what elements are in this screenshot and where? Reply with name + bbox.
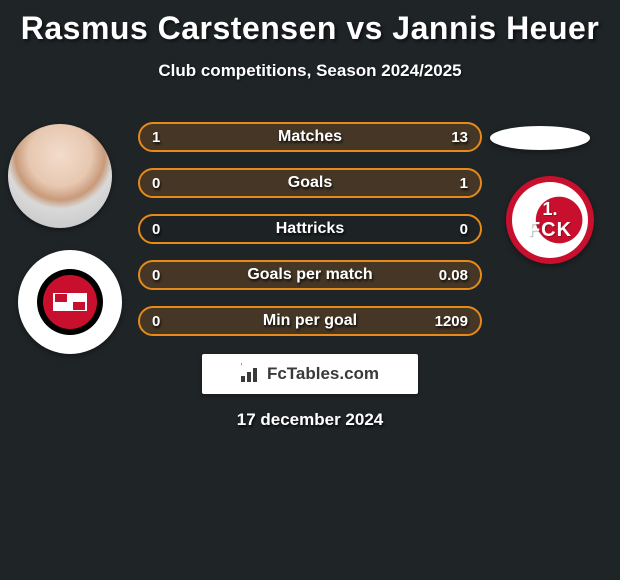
stat-value-right: 1209 [435, 308, 468, 334]
branding-text: FcTables.com [267, 364, 379, 384]
team2-logo-icon: 1.FCK [506, 176, 594, 264]
stat-bar: 1Matches13 [138, 122, 482, 152]
stat-fill-right [140, 308, 480, 334]
chart-icon [241, 366, 261, 382]
player2-avatar [490, 126, 590, 150]
stat-value-left: 1 [152, 124, 160, 150]
stat-bar: 0Goals1 [138, 168, 482, 198]
stat-value-right: 1 [460, 170, 468, 196]
player1-team-logo [18, 250, 122, 354]
comparison-stage: 1.FCK 1Matches130Goals10Hattricks00Goals… [0, 100, 620, 440]
snapshot-date: 17 december 2024 [0, 410, 620, 430]
stat-value-right: 13 [451, 124, 468, 150]
stat-value-left: 0 [152, 170, 160, 196]
comparison-subtitle: Club competitions, Season 2024/2025 [0, 61, 620, 81]
stat-bars: 1Matches130Goals10Hattricks00Goals per m… [138, 122, 482, 352]
stat-value-left: 0 [152, 216, 160, 242]
stat-fill-right [140, 262, 480, 288]
stat-bar: 0Min per goal1209 [138, 306, 482, 336]
comparison-title: Rasmus Carstensen vs Jannis Heuer [0, 0, 620, 47]
stat-bar: 0Hattricks0 [138, 214, 482, 244]
player1-avatar [8, 124, 112, 228]
player2-team-logo: 1.FCK [500, 176, 600, 264]
stat-value-left: 0 [152, 308, 160, 334]
stat-bar: 0Goals per match0.08 [138, 260, 482, 290]
stat-label: Hattricks [140, 216, 480, 242]
stat-fill-right [164, 124, 480, 150]
team1-logo-icon [37, 269, 103, 335]
stat-value-right: 0.08 [439, 262, 468, 288]
stat-value-right: 0 [460, 216, 468, 242]
stat-value-left: 0 [152, 262, 160, 288]
stat-fill-right [140, 170, 480, 196]
branding-badge: FcTables.com [202, 354, 418, 394]
